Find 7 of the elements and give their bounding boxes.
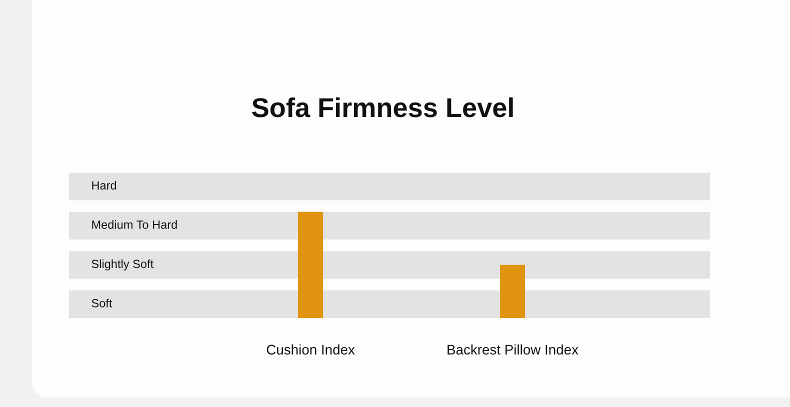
chart-title: Sofa Firmness Level (252, 97, 513, 118)
band-label: Slightly Soft (92, 259, 154, 270)
band-label: Medium To Hard (92, 220, 177, 229)
band-label: Hard (92, 180, 116, 190)
x-tick-label: Backrest Pillow Index (448, 344, 578, 355)
x-tick-label: Cushion Index (266, 344, 355, 355)
band-label: Soft (92, 298, 112, 308)
